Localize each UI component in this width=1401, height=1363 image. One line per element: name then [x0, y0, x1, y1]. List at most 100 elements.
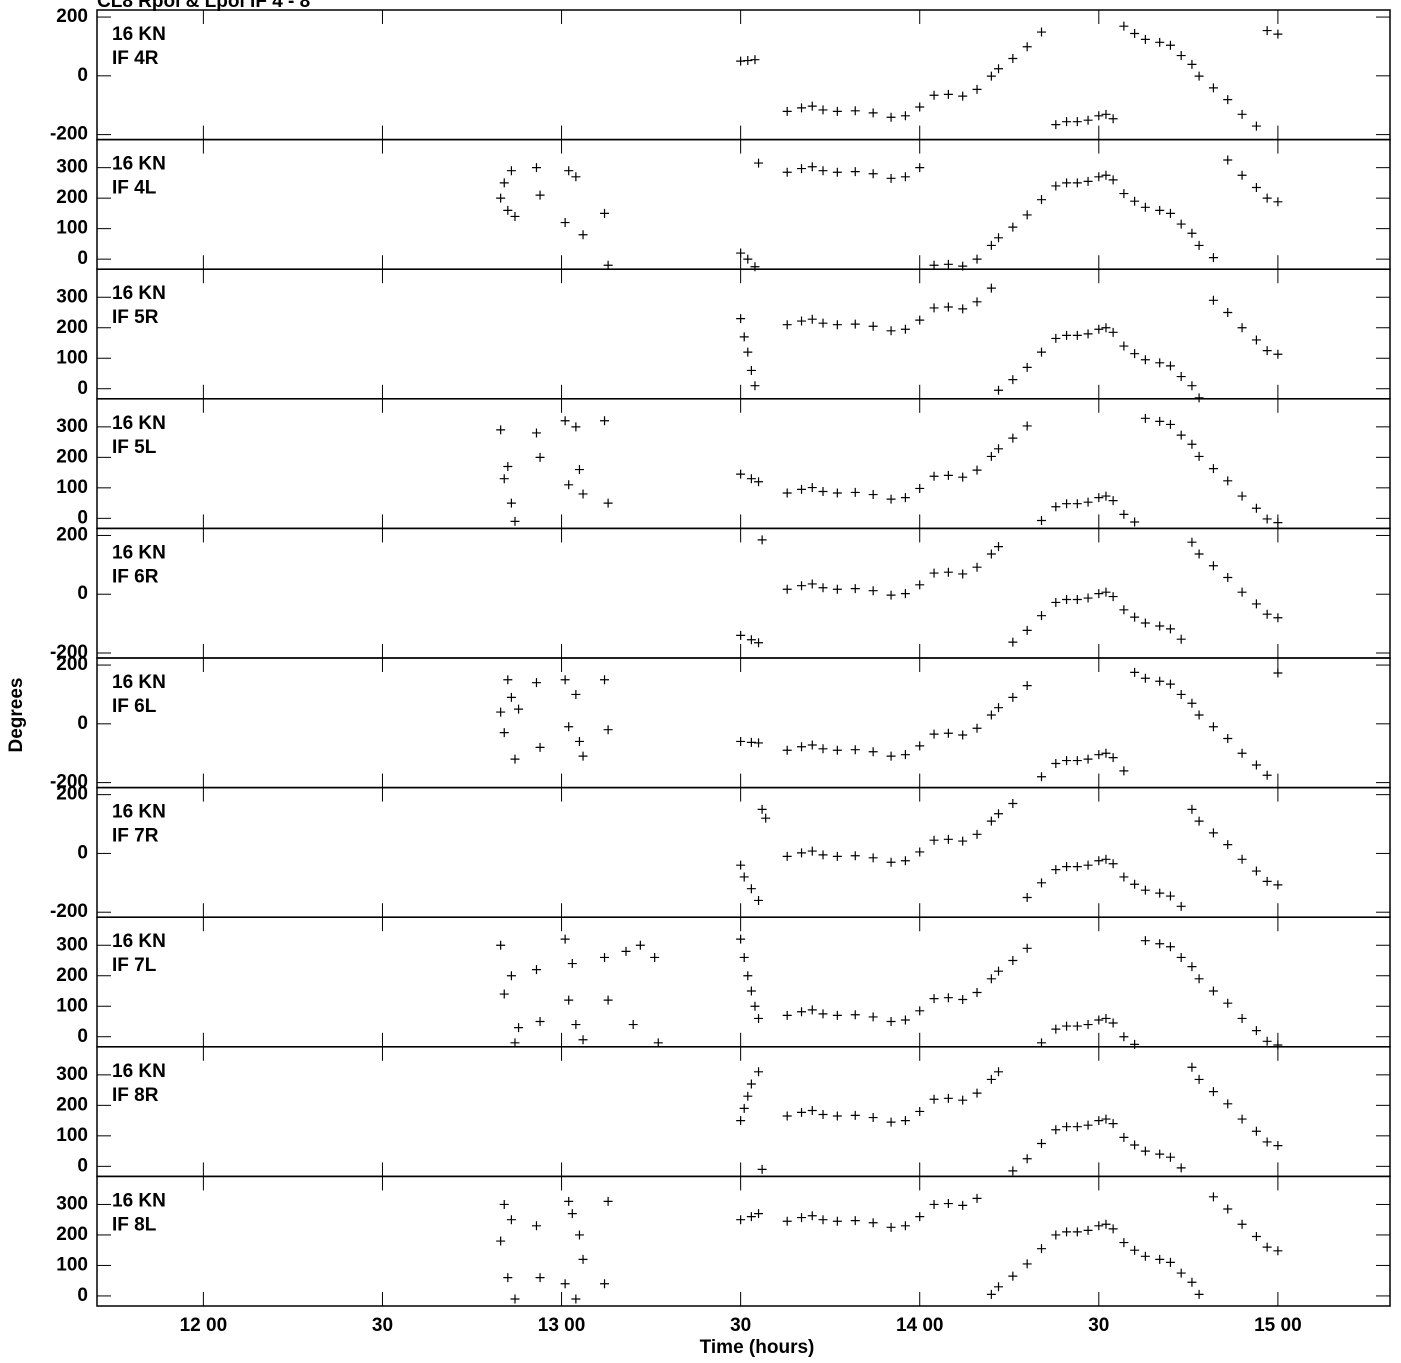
data-point: [986, 974, 996, 984]
data-point: [600, 952, 610, 962]
data-point: [1072, 117, 1082, 127]
data-point: [499, 728, 509, 738]
data-point: [958, 1095, 968, 1105]
data-point: [1130, 517, 1140, 527]
data-point: [943, 89, 953, 99]
data-point: [754, 158, 764, 168]
data-point: [1094, 1116, 1104, 1126]
panel-frame: [96, 1046, 1391, 1178]
data-point: [653, 1038, 663, 1048]
data-point: [994, 1067, 1004, 1077]
data-point: [743, 1091, 753, 1101]
if-label: IF 7L: [112, 955, 157, 976]
panel-frame: [96, 527, 1391, 659]
data-point: [1194, 710, 1204, 720]
data-point: [1119, 509, 1129, 519]
data-point: [782, 320, 792, 330]
data-point: [1037, 1244, 1046, 1254]
data-point: [496, 707, 506, 717]
data-point: [986, 1289, 996, 1299]
data-point: [915, 1006, 925, 1016]
data-point: [1273, 1246, 1283, 1256]
data-point: [1223, 308, 1233, 318]
data-point: [736, 860, 746, 870]
y-tick-label: 100: [56, 1125, 88, 1146]
data-point: [514, 704, 524, 714]
data-point: [986, 549, 996, 559]
data-point: [818, 1110, 828, 1119]
data-point: [915, 1106, 925, 1116]
data-point: [1176, 219, 1186, 229]
data-point: [1165, 1152, 1175, 1162]
data-point: [1022, 1259, 1032, 1269]
data-point: [797, 742, 807, 752]
data-point: [818, 1215, 828, 1225]
data-point: [929, 835, 939, 845]
data-point: [929, 260, 939, 270]
data-point: [797, 484, 807, 494]
y-tick-label: 200: [56, 965, 88, 986]
data-point: [972, 254, 982, 264]
data-point: [958, 304, 968, 314]
data-point: [1101, 1013, 1111, 1023]
data-point: [564, 995, 574, 1005]
data-point: [535, 1016, 545, 1026]
data-point: [650, 952, 660, 962]
y-tick-label: 0: [77, 507, 88, 528]
data-point: [797, 581, 807, 591]
station-label: 16 KN: [112, 154, 166, 175]
data-point: [506, 166, 516, 176]
data-point: [886, 751, 896, 761]
data-point: [915, 1212, 925, 1222]
data-point: [807, 162, 817, 172]
data-point: [1194, 816, 1204, 826]
data-point: [797, 848, 807, 858]
data-point: [1108, 859, 1118, 869]
data-point: [603, 498, 613, 508]
data-point: [818, 1009, 828, 1019]
data-point: [868, 108, 878, 118]
data-point: [1072, 1227, 1082, 1237]
y-tick-label: 200: [56, 446, 88, 467]
data-point: [1187, 59, 1197, 69]
data-point: [1223, 1204, 1233, 1214]
data-point: [1155, 676, 1165, 686]
data-point: [1262, 346, 1272, 356]
data-point: [1194, 71, 1204, 81]
data-point: [958, 995, 968, 1005]
data-point: [886, 1222, 896, 1232]
data-point: [603, 1196, 613, 1206]
panel-frame: [96, 138, 1391, 270]
data-point: [943, 259, 953, 269]
data-point: [1208, 722, 1218, 732]
data-point: [868, 747, 878, 757]
y-tick-label: 300: [56, 157, 88, 178]
data-point: [506, 971, 516, 981]
data-point: [1062, 1122, 1072, 1132]
data-point: [915, 163, 925, 173]
data-point: [1130, 612, 1140, 622]
data-point: [746, 884, 756, 894]
data-point: [1094, 111, 1104, 121]
if-label: IF 8R: [112, 1085, 159, 1106]
data-point: [1101, 491, 1111, 501]
data-point: [571, 1294, 581, 1304]
data-point: [943, 567, 953, 577]
data-point: [1140, 936, 1150, 946]
data-point: [1108, 753, 1118, 763]
data-point: [1208, 561, 1218, 571]
data-point: [972, 1088, 982, 1098]
data-point: [600, 416, 610, 426]
data-point: [1062, 178, 1072, 188]
data-point: [1194, 393, 1204, 403]
data-point: [564, 722, 574, 732]
data-point: [1176, 1268, 1186, 1278]
data-point: [531, 163, 541, 173]
data-point: [1155, 1149, 1165, 1159]
data-point: [1062, 1227, 1072, 1237]
data-point: [850, 1216, 860, 1226]
data-point: [635, 940, 645, 950]
data-point: [1187, 1277, 1197, 1287]
data-point: [736, 314, 746, 324]
data-point: [994, 385, 1004, 395]
